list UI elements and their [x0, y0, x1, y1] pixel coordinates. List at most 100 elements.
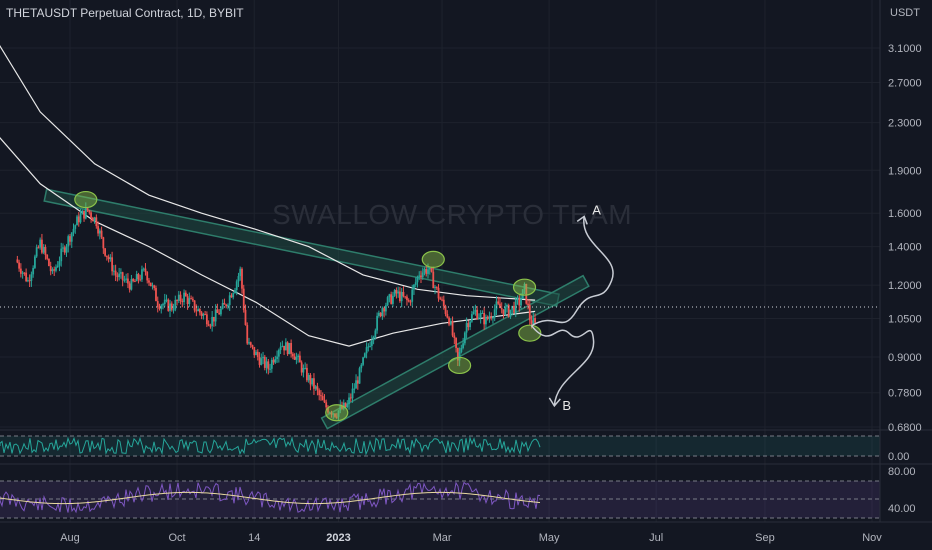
- osc2-tick-label: 80.00: [888, 466, 916, 478]
- candle-body: [155, 288, 157, 302]
- candle-body: [223, 303, 226, 305]
- candle-body: [470, 314, 473, 322]
- candle-body: [97, 226, 99, 234]
- candle-body: [137, 274, 140, 280]
- candle-body: [369, 345, 371, 347]
- candle-body: [500, 308, 503, 310]
- candle-body: [142, 268, 145, 270]
- candle-body: [465, 323, 468, 333]
- candle-body: [156, 301, 159, 308]
- candle-body: [372, 336, 375, 341]
- candle-body: [334, 413, 336, 417]
- candle-body: [358, 368, 361, 384]
- candle-body: [284, 342, 287, 351]
- candle-body: [460, 347, 463, 352]
- candle-body: [44, 246, 47, 255]
- candle-body: [269, 368, 271, 370]
- candle-body: [365, 347, 368, 354]
- candle-body: [442, 299, 445, 307]
- candle-body: [16, 259, 19, 263]
- touch-circle: [447, 356, 472, 375]
- candle-body: [32, 267, 35, 275]
- candle-body: [346, 404, 349, 408]
- candle-body: [377, 312, 380, 316]
- candle-body: [72, 228, 75, 233]
- candle-body: [413, 284, 415, 290]
- candle-body: [406, 296, 408, 301]
- candle-body: [49, 266, 52, 272]
- candle-body: [446, 313, 449, 318]
- candle-body: [225, 304, 228, 307]
- candle-body: [258, 357, 261, 365]
- candle-body: [241, 268, 243, 289]
- time-tick-label: Aug: [60, 532, 80, 544]
- candle-body: [451, 320, 454, 336]
- candle-body: [105, 255, 108, 257]
- candle-body: [198, 309, 201, 313]
- candle-body: [492, 317, 494, 319]
- candle-body: [453, 335, 456, 338]
- candle-body: [328, 412, 331, 414]
- candle-body: [149, 282, 152, 287]
- candle-body: [128, 283, 131, 290]
- candle-body: [19, 268, 22, 274]
- candle-body: [281, 345, 284, 347]
- time-axis[interactable]: Aug Oct 14 2023 Mar May Jul Sep Nov: [0, 521, 932, 544]
- candle-body: [395, 289, 398, 294]
- candle-body: [272, 359, 275, 363]
- candle-body: [523, 283, 526, 290]
- candle-body: [362, 357, 364, 365]
- osc1-band: [0, 436, 880, 456]
- price-axis[interactable]: 3.1000 2.7000 2.3000 1.9000 1.6000 1.4000 1.20…: [879, 0, 922, 522]
- candle-body: [202, 314, 205, 316]
- candle-body: [172, 309, 175, 311]
- symbol-title[interactable]: THETAUSDT Perpetual Contract, 1D, BYBIT: [6, 6, 244, 20]
- candle-body: [283, 345, 286, 351]
- candle-body: [479, 313, 482, 318]
- candle-body: [474, 309, 477, 312]
- price-tick-label: 0.7800: [888, 388, 922, 400]
- candle-body: [130, 279, 133, 290]
- candle-body: [18, 262, 21, 269]
- scenario-b-arrowhead: [548, 397, 561, 408]
- candle-body: [316, 386, 319, 391]
- candle-body: [527, 303, 529, 306]
- candle-body: [197, 309, 200, 312]
- candle-body: [74, 225, 77, 229]
- candle-body: [21, 272, 24, 274]
- candle-body: [190, 298, 192, 300]
- candle-body: [321, 396, 324, 401]
- candle-body: [400, 291, 403, 302]
- candle-body: [170, 303, 173, 310]
- time-tick-label: Jul: [649, 532, 663, 544]
- candle-body: [393, 289, 396, 296]
- candle-body: [253, 346, 256, 356]
- candle-body: [265, 361, 268, 368]
- candle-body: [123, 279, 126, 281]
- price-tick-label: 1.9000: [888, 165, 922, 177]
- candle-body: [435, 286, 438, 288]
- candle-body: [293, 356, 296, 360]
- candle-body: [216, 309, 219, 313]
- candle-body: [46, 254, 49, 259]
- candle-body: [469, 321, 472, 328]
- candle-body: [448, 317, 450, 325]
- candle-body: [37, 247, 40, 249]
- candle-body: [379, 312, 382, 317]
- candle-body: [158, 307, 161, 309]
- candle-body: [144, 268, 147, 272]
- candle-body: [188, 298, 191, 305]
- candle-body: [146, 271, 149, 281]
- candle-body: [48, 258, 50, 267]
- candle-body: [277, 350, 280, 357]
- touch-circle: [512, 278, 537, 296]
- candle-body: [244, 309, 247, 325]
- candle-body: [463, 332, 466, 344]
- candle-body: [235, 281, 238, 290]
- candle-body: [63, 247, 66, 253]
- candle-body: [279, 346, 282, 351]
- candle-body: [179, 294, 182, 301]
- candle-body: [306, 367, 308, 381]
- candle-body: [260, 358, 263, 365]
